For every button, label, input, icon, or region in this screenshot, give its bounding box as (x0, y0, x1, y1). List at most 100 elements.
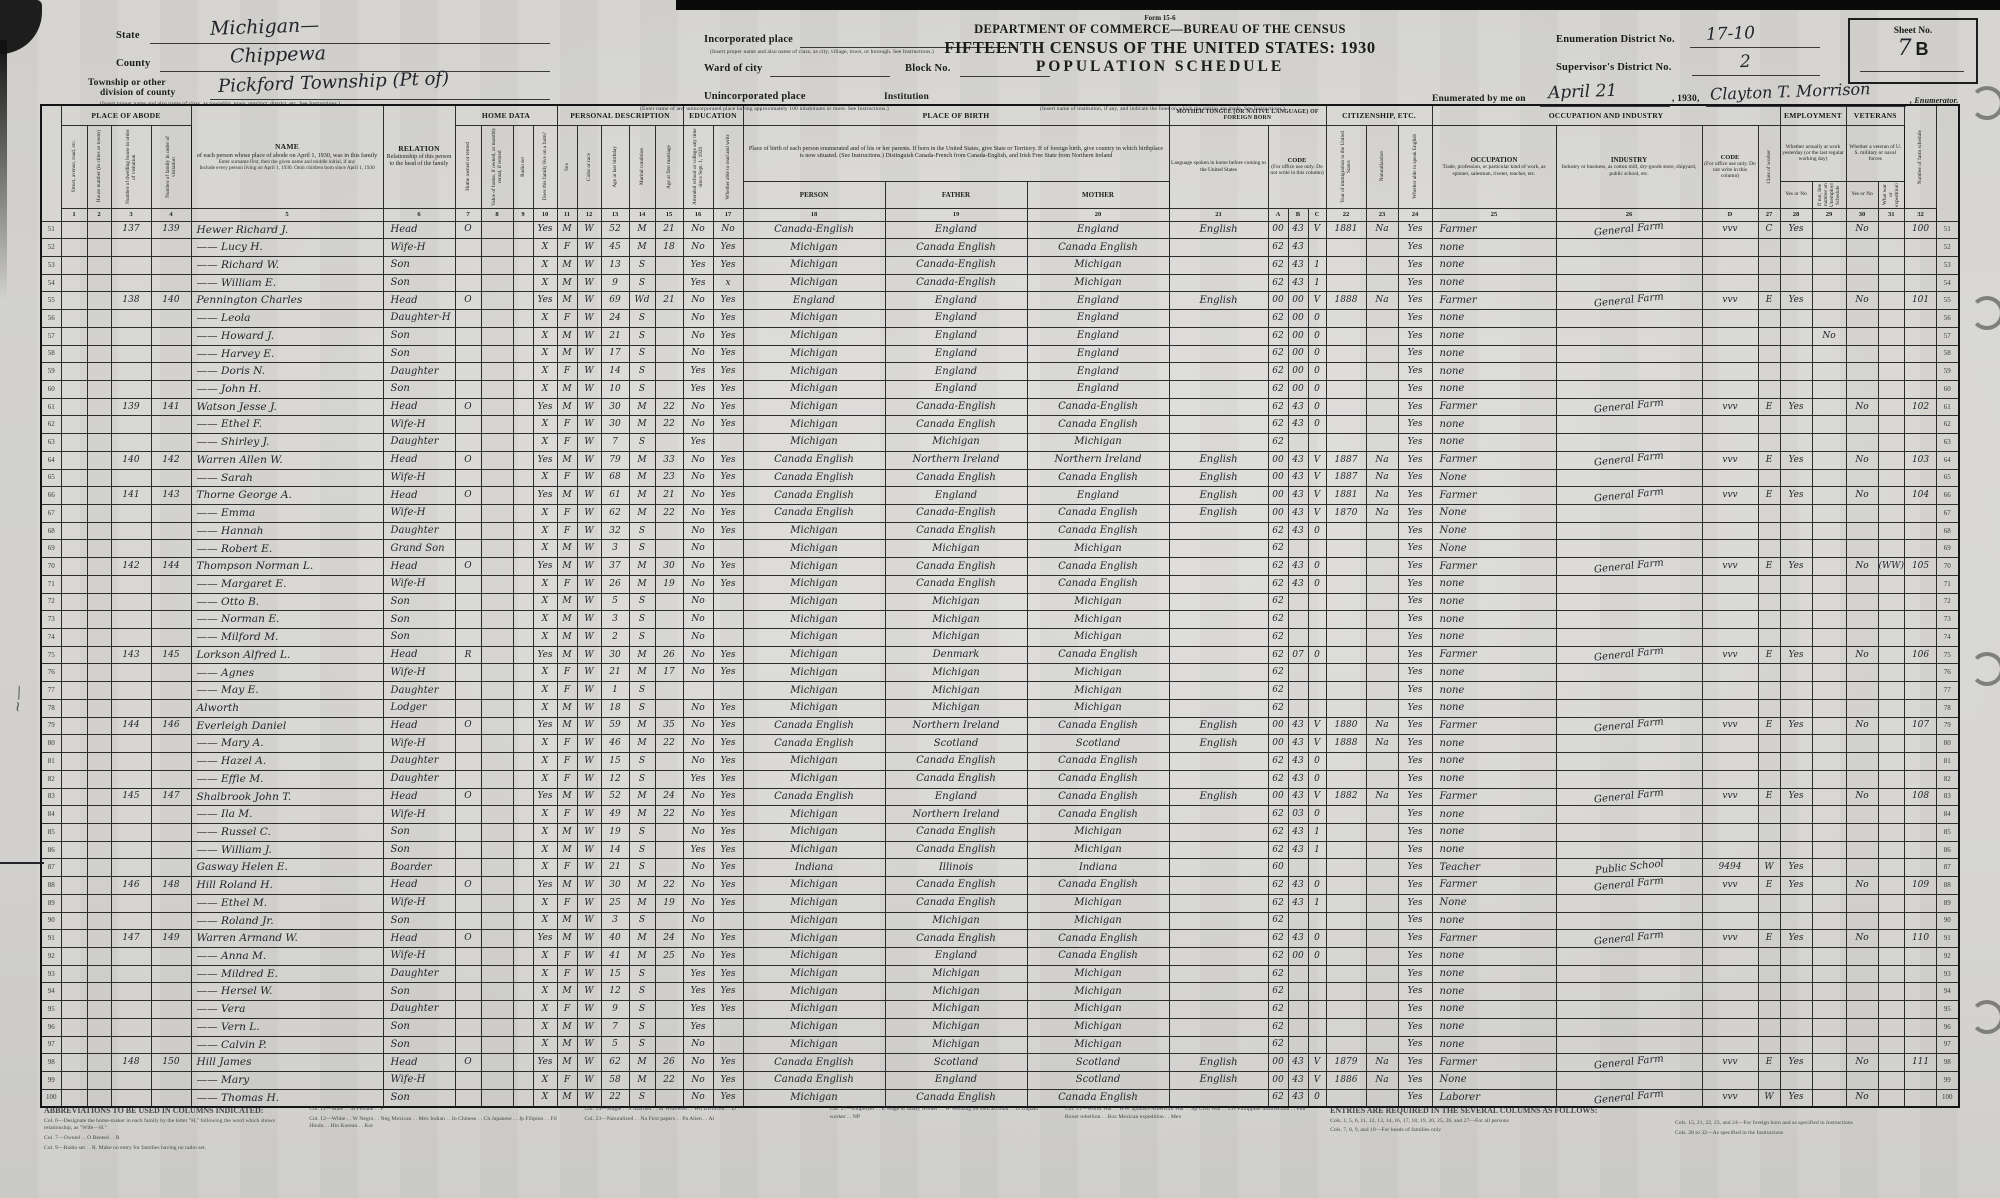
cell-cw (1757, 326, 1781, 346)
cell-name: —— Margaret E. (190, 574, 384, 594)
cell-school: No (682, 309, 714, 328)
cell-lnl: 56 (40, 309, 62, 328)
cell-lnl: 97 (40, 1035, 62, 1055)
cell-street (60, 397, 88, 417)
cell-fam (150, 433, 192, 452)
cell-yr (1325, 273, 1367, 293)
cell-street (60, 911, 88, 931)
cell-school: No (682, 610, 714, 630)
cell-eng: Yes (1397, 645, 1433, 665)
cell-cd: vvv (1701, 876, 1759, 895)
cell-tongue (1168, 769, 1269, 789)
cell-bf: England (884, 1071, 1028, 1090)
table-header: PLACE OF ABODE NAME of each person whose… (40, 104, 1960, 222)
cell-occ: none (1431, 734, 1557, 754)
cell-own (454, 539, 482, 559)
cell-street (60, 681, 88, 700)
cell-rel: Son (382, 592, 456, 612)
cell-bp: Canada English (742, 1053, 886, 1072)
census-title: FIFTEENTH CENSUS OF THE UNITED STATES: 1… (944, 38, 1376, 57)
cell-color: W (576, 539, 602, 559)
cell-war (1877, 610, 1906, 630)
cell-eng: Yes (1397, 911, 1433, 931)
cell-val (480, 397, 514, 417)
cell-fs (1904, 1088, 1938, 1108)
cell-bp: England (742, 291, 886, 311)
cell-cw (1757, 238, 1781, 257)
cell-ca: 60 (1267, 858, 1289, 878)
cell-sex: M (556, 1088, 578, 1108)
cell-own (454, 273, 482, 293)
cell-eng: Yes (1397, 397, 1433, 417)
cell-ind (1555, 698, 1703, 718)
cell-own (454, 415, 482, 435)
cell-yr (1325, 663, 1367, 683)
cell-fam (150, 698, 192, 718)
cell-name: —— Mary (190, 1071, 384, 1090)
cell-street (60, 964, 88, 984)
cell-war (1877, 504, 1906, 523)
cell-occ: Farmer (1431, 645, 1557, 665)
cell-age: 2 (600, 628, 630, 647)
cell-school: No (682, 787, 714, 807)
cell-hno (86, 557, 112, 576)
cell-own (454, 698, 482, 718)
cell-cb: 43 (1287, 1088, 1309, 1108)
cell-bm: Michigan (1026, 273, 1170, 293)
cell-radio (512, 379, 534, 399)
cell-ind (1555, 1000, 1703, 1019)
cell-cw (1757, 982, 1781, 1002)
cell-yr (1325, 876, 1367, 895)
cell-mar: S (628, 1000, 656, 1019)
cell-agem (654, 698, 684, 718)
cell-cw (1757, 255, 1781, 275)
cell-lnr: 60 (1936, 379, 1960, 399)
cell-nat: Na (1365, 716, 1399, 736)
cell-emp (1779, 309, 1813, 328)
cell-cb: 43 (1287, 255, 1309, 275)
cell-hno (86, 362, 112, 381)
cell-sex: F (556, 504, 578, 523)
cell-val (480, 1035, 514, 1055)
cell-yr (1325, 433, 1367, 452)
cell-cd (1701, 433, 1759, 452)
cell-vet (1845, 769, 1879, 789)
cell-rel: Daughter (382, 964, 456, 984)
cell-name: —— May E. (190, 681, 384, 700)
sheet-box: Sheet No. 7 B (1848, 18, 1978, 84)
cell-tongue: English (1168, 468, 1269, 488)
cell-cc (1307, 982, 1327, 1002)
cell-mar: M (628, 397, 656, 417)
cell-nat: Na (1365, 291, 1399, 311)
cell-ind: General Farm (1555, 716, 1703, 736)
cell-val (480, 1000, 514, 1019)
table-row-line-98: 98 148 150 Hill James Head O Yes M W 62 M 26 No Yes Ca… (40, 1053, 1960, 1072)
table-row-line-70: 70 142 144 Thompson Norman L. Head O Yes M W 37 M 3… (40, 557, 1960, 576)
cell-age: 14 (600, 362, 630, 381)
cell-empno (1811, 876, 1847, 895)
cell-war (1877, 273, 1906, 293)
cell-bm: Canada English (1026, 504, 1170, 523)
cell-own (454, 663, 482, 683)
cell-ca: 62 (1267, 645, 1289, 665)
cell-yr (1325, 1088, 1367, 1108)
cell-agem: 22 (654, 415, 684, 435)
cell-val (480, 769, 514, 789)
cell-bm: Canada English (1026, 1088, 1170, 1108)
cell-ca: 62 (1267, 326, 1289, 346)
col-number-5: 5 (190, 207, 384, 222)
cell-lnr: 88 (1936, 876, 1960, 895)
cell-age: 7 (600, 1017, 630, 1037)
cell-war (1877, 362, 1906, 381)
cell-farm: X (532, 1035, 558, 1055)
cell-cw (1757, 521, 1781, 541)
cell-lnr: 70 (1936, 557, 1960, 576)
cell-sex: F (556, 415, 578, 435)
cell-sex: M (556, 539, 578, 559)
cell-read: Yes (712, 787, 744, 807)
cell-nat (1365, 344, 1399, 364)
col-group-birth: PLACE OF BIRTH (742, 104, 1170, 126)
cell-radio (512, 911, 534, 931)
cell-nat (1365, 521, 1399, 541)
cell-rel: Son (382, 822, 456, 842)
